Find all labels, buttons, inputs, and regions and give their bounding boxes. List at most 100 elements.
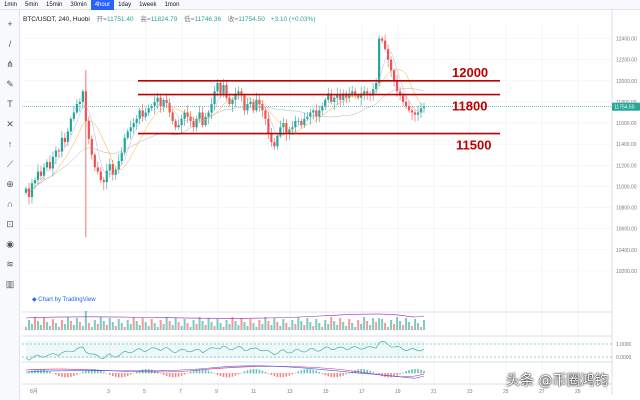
candle-body bbox=[219, 82, 222, 94]
candle-body bbox=[288, 129, 291, 134]
trash-icon[interactable]: ▥ bbox=[5, 279, 15, 289]
volume-bar bbox=[93, 320, 96, 330]
level-label-11500: 11500 bbox=[456, 138, 491, 153]
volume-bar bbox=[387, 327, 390, 330]
volume-bar bbox=[129, 324, 132, 330]
candle-body bbox=[24, 188, 28, 193]
macd-histogram-bar bbox=[339, 373, 342, 377]
volume-bar bbox=[66, 317, 69, 330]
macd-histogram-bar bbox=[64, 373, 66, 378]
macd-histogram-bar bbox=[105, 373, 108, 374]
pattern-icon[interactable]: ✕ bbox=[6, 119, 14, 129]
macd-histogram-bar bbox=[192, 370, 195, 374]
candle-body bbox=[339, 94, 342, 100]
trend-line-icon[interactable]: / bbox=[8, 39, 12, 49]
watermark: 头条 @币圈鸿钧 bbox=[506, 373, 609, 389]
volume-bar bbox=[84, 311, 87, 330]
text-icon[interactable]: T bbox=[7, 99, 13, 109]
volume-bar bbox=[351, 323, 354, 330]
volume-bar bbox=[378, 318, 381, 330]
macd-histogram-bar bbox=[279, 373, 282, 378]
macd-histogram-bar bbox=[76, 373, 78, 375]
volume-bar bbox=[327, 324, 330, 330]
candle-body bbox=[90, 138, 93, 155]
candle-body bbox=[228, 97, 231, 105]
volume-bar bbox=[213, 326, 216, 330]
candle-body bbox=[135, 118, 138, 124]
x-tick-label: 25 bbox=[503, 389, 509, 395]
macd-histogram-bar bbox=[390, 373, 392, 378]
volume-ma-line bbox=[25, 313, 425, 319]
macd-histogram-bar bbox=[300, 370, 303, 374]
cursor-icon[interactable]: ↑ bbox=[7, 139, 13, 149]
candle-body bbox=[392, 70, 396, 81]
low-label: 低= bbox=[184, 16, 195, 23]
timeframe-1min[interactable]: 1min bbox=[4, 1, 18, 8]
zoom-icon[interactable]: ⊕ bbox=[6, 179, 14, 189]
candle-body bbox=[108, 164, 111, 171]
crosshair-icon[interactable]: + bbox=[7, 19, 13, 29]
macd-histogram-bar bbox=[70, 373, 72, 377]
macd-histogram-bar bbox=[375, 373, 377, 374]
macd-histogram-bar bbox=[411, 369, 413, 374]
candle-body bbox=[204, 116, 207, 126]
timeframe-1week[interactable]: 1week bbox=[139, 1, 157, 8]
lock-icon[interactable]: ⊡ bbox=[6, 219, 14, 229]
macd-histogram-bar bbox=[357, 369, 359, 374]
volume-bar bbox=[90, 327, 93, 330]
layers-icon[interactable]: ≋ bbox=[6, 259, 14, 269]
candle-body bbox=[330, 93, 333, 102]
open-label: 开= bbox=[96, 16, 107, 23]
candle-body bbox=[395, 80, 399, 92]
macd-histogram-bar bbox=[417, 369, 419, 374]
macd-histogram-bar bbox=[318, 371, 321, 374]
fork-icon[interactable]: ⋔ bbox=[6, 59, 14, 69]
volume-bar bbox=[69, 321, 72, 330]
candle-body bbox=[171, 112, 174, 121]
volume-bar bbox=[156, 327, 159, 330]
timeframe-1mon[interactable]: 1mon bbox=[164, 1, 180, 8]
macd-histogram-bar bbox=[354, 370, 356, 374]
volume-bar bbox=[87, 323, 90, 330]
macd-histogram-bar bbox=[189, 371, 192, 374]
y-tick-label: 10800.00 bbox=[616, 206, 637, 212]
candle-body bbox=[165, 99, 168, 103]
volume-bar bbox=[345, 326, 348, 330]
macd-histogram-bar bbox=[345, 373, 347, 375]
high-value: 11824.79 bbox=[150, 16, 178, 23]
volume-bar bbox=[57, 327, 60, 330]
macd-histogram-bar bbox=[405, 371, 407, 374]
macd-histogram-bar bbox=[249, 369, 252, 374]
brush-icon[interactable]: ✎ bbox=[6, 79, 14, 89]
tradingview-attribution[interactable]: ◆ Chart by TradingView bbox=[32, 297, 96, 303]
macd-histogram-bar bbox=[264, 371, 267, 374]
volume-bar bbox=[282, 319, 285, 330]
timeframe-15min[interactable]: 15min bbox=[46, 1, 63, 8]
magnet-icon[interactable]: ∩ bbox=[6, 199, 14, 209]
change-value: +3.10 (+0.03%) bbox=[270, 16, 316, 23]
candle-body bbox=[198, 112, 201, 119]
volume-bar bbox=[363, 317, 366, 330]
candle-body bbox=[96, 167, 99, 172]
timeframe-5min[interactable]: 5min bbox=[25, 1, 39, 8]
volume-bar bbox=[396, 317, 399, 330]
timeframe-1day[interactable]: 1day bbox=[118, 1, 132, 8]
volume-bar bbox=[321, 327, 324, 330]
candle-body bbox=[267, 118, 270, 134]
volume-bar bbox=[72, 325, 75, 330]
candle-body bbox=[87, 120, 90, 139]
candle-body bbox=[410, 110, 414, 113]
candle-body bbox=[413, 112, 417, 115]
eye-icon[interactable]: ◉ bbox=[6, 239, 14, 249]
macd-histogram-bar bbox=[252, 369, 255, 374]
ruler-icon[interactable]: ⟋ bbox=[6, 159, 14, 169]
macd-histogram-bar bbox=[333, 373, 336, 378]
volume-bar bbox=[141, 318, 144, 330]
macd-histogram-bar bbox=[183, 373, 186, 375]
volume-bar bbox=[261, 324, 264, 330]
macd-histogram-bar bbox=[327, 373, 330, 377]
timeframe-30min[interactable]: 30min bbox=[70, 1, 87, 8]
candle-body bbox=[48, 162, 52, 169]
timeframe-4hour[interactable]: 4hour bbox=[90, 0, 115, 10]
